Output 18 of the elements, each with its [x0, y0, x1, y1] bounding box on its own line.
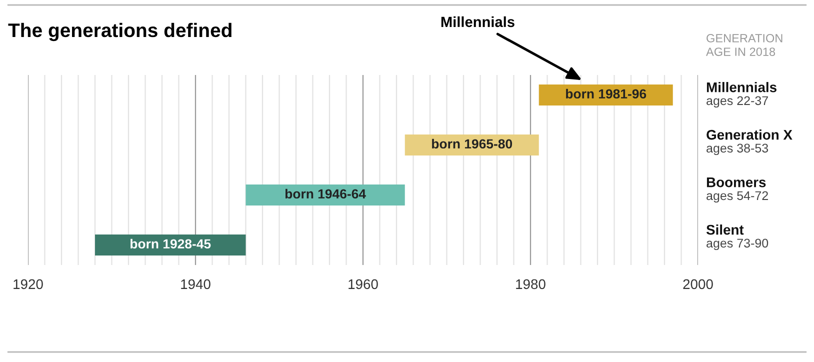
- data-label: born 1981-96: [566, 88, 646, 99]
- x-tick-label: 1960: [348, 279, 378, 290]
- data-label: born 1928-45: [130, 238, 211, 249]
- x-tick-label: 1940: [181, 279, 210, 290]
- y-tick-label: Millennials ages 22-37: [706, 82, 776, 108]
- y-tick-label: Boomers ages 54-72: [706, 178, 768, 203]
- y-tick-label: Generation X ages 38-53: [706, 130, 792, 156]
- data-label: born 1965-80: [432, 138, 512, 149]
- bar: [95, 234, 246, 256]
- y-tick-label: Silent ages 73-90: [706, 224, 768, 250]
- x-tick-label: 2000: [683, 279, 713, 290]
- text: GENERATION AGE IN 2018: [706, 34, 782, 56]
- chart-title: The generations defined: [8, 22, 232, 42]
- bar: [246, 184, 405, 206]
- data-label: born 1946-64: [285, 188, 366, 199]
- x-tick-label: 1980: [516, 279, 546, 290]
- x-tick-label: 1920: [14, 279, 43, 290]
- text: Millennials: [441, 16, 514, 28]
